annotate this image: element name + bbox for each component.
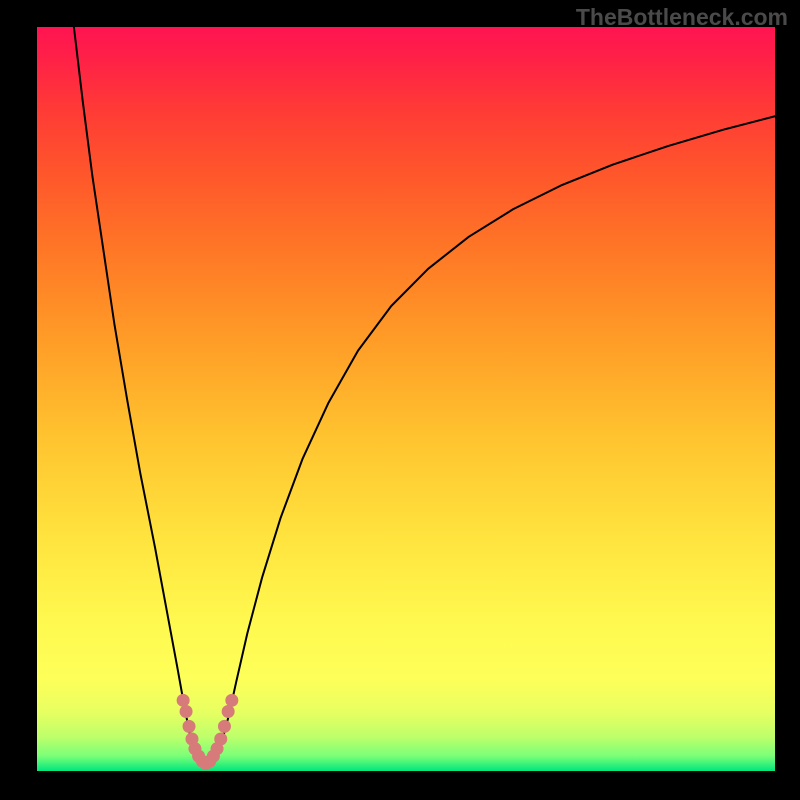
bottleneck-curve-chart: [0, 0, 800, 800]
marker-dot: [218, 720, 231, 733]
chart-container: TheBottleneck.com: [0, 0, 800, 800]
marker-dot: [225, 694, 238, 707]
marker-dot: [177, 694, 190, 707]
marker-dot: [180, 705, 193, 718]
plot-background: [37, 27, 775, 771]
watermark-text: TheBottleneck.com: [576, 4, 788, 31]
marker-dot: [214, 733, 227, 746]
marker-dot: [222, 705, 235, 718]
marker-dot: [183, 720, 196, 733]
